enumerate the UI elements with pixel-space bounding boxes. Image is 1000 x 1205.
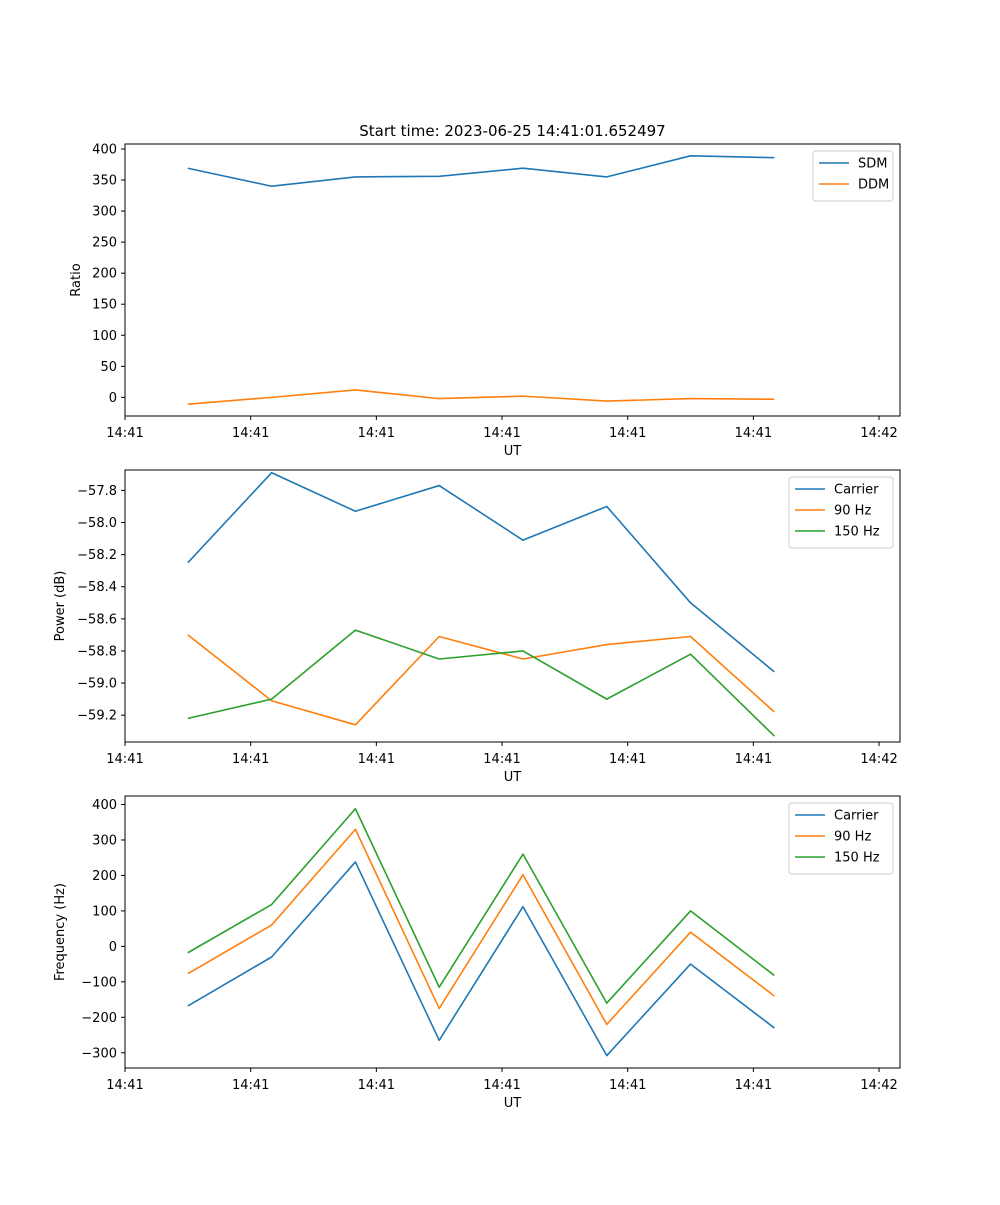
x-tick-label: 14:42 (860, 752, 897, 767)
y-tick-label: 100 (92, 329, 117, 344)
x-tick-label: 14:41 (735, 426, 772, 441)
legend-entry-label: Carrier (834, 483, 879, 498)
legend-entry-label: 90 Hz (834, 504, 871, 519)
x-tick-label: 14:41 (232, 426, 269, 441)
legend-entry-label: DDM (858, 178, 889, 193)
x-tick-label: 14:41 (106, 426, 143, 441)
y-axis-label: Ratio (69, 263, 84, 296)
chart-panel-3: 14:41 14:41 14:41 14:41 14:41 14:41 14:42 −300 −… (53, 796, 900, 1111)
y-tick-label: −58.2 (77, 548, 117, 563)
series-line-150-hz (188, 630, 774, 736)
x-axis-label: UT (504, 770, 522, 785)
y-tick-label: 200 (92, 267, 117, 282)
y-tick-label: 350 (92, 174, 117, 189)
x-tick-label: 14:41 (609, 752, 646, 767)
x-tick-label: 14:41 (358, 426, 395, 441)
x-tick-label: 14:41 (232, 1078, 269, 1093)
legend: Carrier 90 Hz 150 Hz (789, 803, 893, 874)
series-line-90-hz (188, 829, 774, 1024)
x-tick-label: 14:41 (106, 1078, 143, 1093)
y-tick-label: 50 (100, 360, 117, 375)
y-tick-label: −300 (81, 1046, 117, 1061)
x-tick-label: 14:42 (860, 426, 897, 441)
legend-entry-label: Carrier (834, 809, 879, 824)
legend-entry-label: 90 Hz (834, 830, 871, 845)
x-axis-label: UT (504, 444, 522, 459)
x-tick-label: 14:41 (735, 1078, 772, 1093)
legend: SDM DDM (813, 151, 893, 201)
series-line-ddm (188, 390, 774, 404)
y-tick-label: 400 (92, 142, 117, 157)
y-tick-label: −58.0 (77, 516, 117, 531)
series-line-carrier (188, 862, 774, 1056)
chart-panel-1: 14:41 14:41 14:41 14:41 14:41 14:41 14:42 0 50 10… (69, 142, 900, 459)
x-tick-label: 14:41 (358, 1078, 395, 1093)
x-tick-label: 14:41 (609, 1078, 646, 1093)
y-tick-label: 300 (92, 833, 117, 848)
y-tick-label: 200 (92, 869, 117, 884)
y-tick-label: 100 (92, 904, 117, 919)
y-tick-label: 150 (92, 298, 117, 313)
y-tick-label: −100 (81, 975, 117, 990)
legend-entry-label: SDM (858, 157, 887, 172)
legend: Carrier 90 Hz 150 Hz (789, 477, 893, 548)
y-tick-label: 300 (92, 205, 117, 220)
y-tick-label: −200 (81, 1011, 117, 1026)
plot-frame (125, 470, 900, 742)
series-line-sdm (188, 156, 774, 186)
series-line-carrier (188, 473, 774, 672)
y-tick-label: −58.8 (77, 644, 117, 659)
plot-frame (125, 796, 900, 1068)
y-tick-label: 0 (109, 940, 117, 955)
y-axis-label: Frequency (Hz) (53, 883, 68, 981)
legend-entry-label: 150 Hz (834, 851, 880, 866)
legend-entry-label: 150 Hz (834, 525, 880, 540)
y-tick-label: −59.2 (77, 709, 117, 724)
x-tick-label: 14:41 (609, 426, 646, 441)
x-tick-label: 14:41 (106, 752, 143, 767)
x-tick-label: 14:41 (483, 426, 520, 441)
y-tick-label: 250 (92, 236, 117, 251)
plot-frame (125, 144, 900, 416)
series-line-90-hz (188, 635, 774, 725)
x-tick-label: 14:41 (735, 752, 772, 767)
x-tick-label: 14:41 (358, 752, 395, 767)
y-tick-label: −58.6 (77, 612, 117, 627)
chart-panel-2: 14:41 14:41 14:41 14:41 14:41 14:41 14:42 −59.2… (53, 470, 900, 785)
y-axis-label: Power (dB) (53, 571, 68, 642)
x-tick-label: 14:41 (232, 752, 269, 767)
figure-title: Start time: 2023-06-25 14:41:01.652497 (359, 122, 665, 140)
x-tick-label: 14:42 (860, 1078, 897, 1093)
y-tick-label: −57.8 (77, 484, 117, 499)
y-tick-label: −58.4 (77, 580, 117, 595)
x-tick-label: 14:41 (483, 752, 520, 767)
x-axis-label: UT (504, 1096, 522, 1111)
y-tick-label: −59.0 (77, 677, 117, 692)
x-tick-label: 14:41 (483, 1078, 520, 1093)
y-tick-label: 400 (92, 798, 117, 813)
y-tick-label: 0 (109, 391, 117, 406)
